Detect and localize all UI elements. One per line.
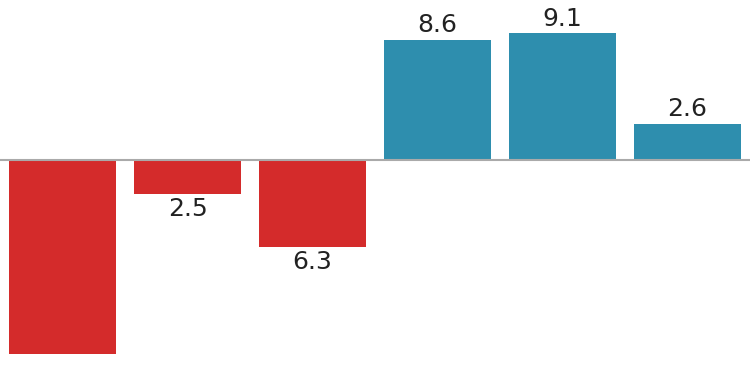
Bar: [634, 124, 740, 160]
Text: 8.6: 8.6: [418, 13, 458, 38]
Bar: [9, 160, 115, 354]
Bar: [134, 160, 241, 195]
Bar: [384, 40, 490, 160]
Text: 2.5: 2.5: [168, 197, 207, 221]
Bar: [260, 160, 366, 247]
Text: 2.6: 2.6: [668, 97, 707, 121]
Text: 9.1: 9.1: [542, 6, 582, 30]
Text: 6.3: 6.3: [292, 250, 332, 274]
Bar: [509, 33, 616, 160]
